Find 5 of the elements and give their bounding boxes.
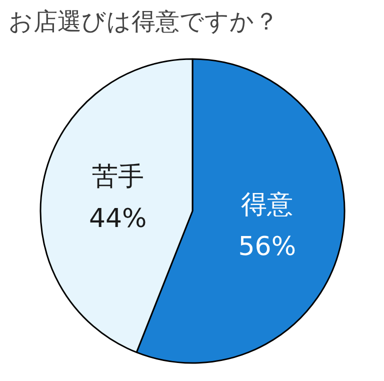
- data-label: 44%: [88, 204, 147, 234]
- slice-label: 苦手: [92, 162, 144, 192]
- slice-label: 得意: [241, 190, 294, 220]
- chart-title: お店選びは得意ですか？: [8, 8, 278, 36]
- data-label: 56%: [238, 232, 296, 262]
